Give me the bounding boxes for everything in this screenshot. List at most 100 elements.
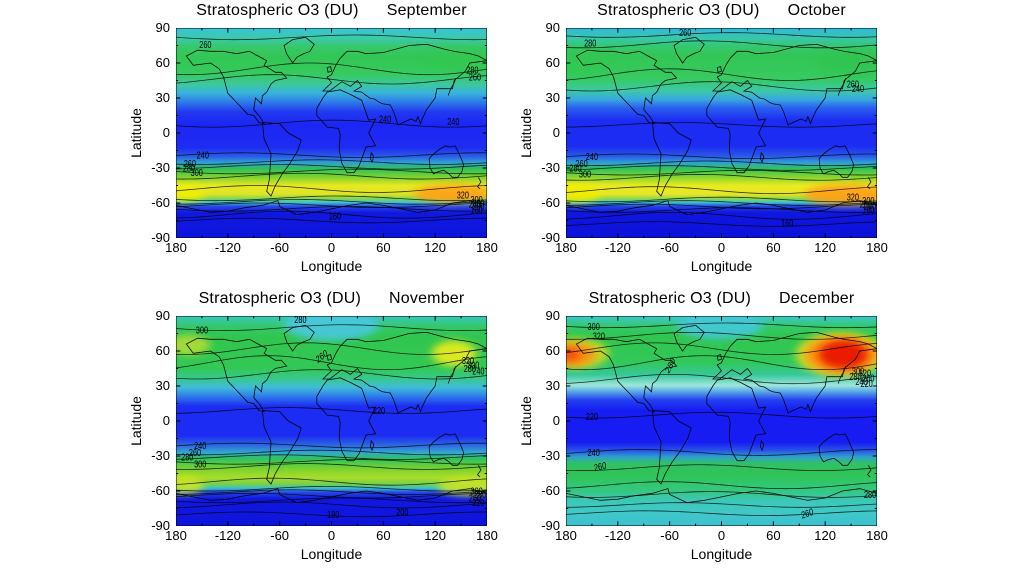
y-tick-label: -90: [151, 230, 170, 245]
svg-text:300: 300: [471, 194, 483, 205]
svg-text:300: 300: [471, 485, 483, 496]
coastlines: [176, 37, 487, 214]
svg-text:260: 260: [800, 506, 814, 521]
svg-text:180: 180: [862, 204, 874, 215]
svg-text:260: 260: [575, 158, 587, 169]
svg-text:240: 240: [194, 440, 206, 451]
y-tick-label: -30: [541, 448, 560, 463]
y-tick-label: 30: [545, 90, 560, 105]
svg-text:240: 240: [197, 150, 209, 161]
x-tick-label: 120: [424, 528, 446, 543]
svg-text:320: 320: [847, 192, 859, 203]
x-tick-label: 180: [555, 240, 577, 255]
svg-text:280: 280: [584, 38, 596, 49]
svg-text:220: 220: [861, 378, 873, 389]
svg-text:300: 300: [194, 459, 206, 470]
x-tick-label: 0: [717, 240, 726, 255]
svg-text:260: 260: [184, 158, 196, 169]
y-tick-label: 0: [162, 125, 170, 140]
y-tick-label: 30: [155, 90, 170, 105]
panel-title-text: Stratospheric O3 (DU): [198, 290, 362, 307]
svg-text:160: 160: [781, 217, 793, 228]
svg-text:320: 320: [593, 330, 605, 341]
y-tick-label: 90: [545, 20, 560, 35]
x-tick-label: -120: [214, 240, 241, 255]
x-tick-label: 180: [165, 240, 187, 255]
panel-title-text: Stratospheric O3 (DU): [597, 2, 760, 19]
x-tick-label: 60: [766, 528, 781, 543]
y-tick-label: 60: [545, 55, 560, 70]
y-tick-label: 60: [155, 343, 170, 358]
svg-text:280: 280: [569, 162, 581, 173]
svg-text:240: 240: [447, 116, 459, 127]
svg-text:260: 260: [860, 199, 872, 210]
x-tick-label: 120: [424, 240, 446, 255]
svg-text:260: 260: [862, 372, 874, 383]
x-axis-label: Longitude: [300, 546, 363, 562]
x-tick-label: 180: [476, 528, 498, 543]
coastlines: [566, 325, 877, 502]
svg-text:300: 300: [196, 324, 208, 335]
svg-text:260: 260: [199, 39, 211, 50]
svg-text:220: 220: [373, 405, 385, 416]
ozone-maxima-blobs: [566, 47, 877, 206]
y-tick-label: -90: [541, 518, 560, 533]
x-axis-label: Longitude: [690, 546, 753, 562]
y-tick-label: 90: [545, 308, 560, 323]
x-tick-label: 180: [165, 528, 187, 543]
svg-text:220: 220: [586, 411, 598, 422]
x-tick-label: 0: [717, 528, 726, 543]
x-axis-label: Longitude: [300, 258, 363, 274]
y-tick-label: -30: [151, 160, 170, 175]
svg-text:240: 240: [588, 447, 600, 458]
contour-lines: [176, 325, 487, 517]
svg-text:320: 320: [462, 355, 474, 366]
ozone-maxima-blobs: [176, 47, 487, 203]
svg-text:300: 300: [467, 359, 479, 370]
coastlines: [176, 325, 487, 502]
panel-month-label: October: [787, 2, 846, 19]
svg-text:320: 320: [859, 368, 871, 379]
svg-text:160: 160: [329, 210, 341, 221]
svg-text:280: 280: [466, 64, 478, 75]
svg-text:240: 240: [379, 113, 391, 124]
x-tick-label: -60: [660, 240, 680, 255]
svg-text:280: 280: [849, 371, 861, 382]
contour-lines: [566, 33, 877, 227]
svg-text:280: 280: [464, 363, 476, 374]
svg-text:260: 260: [469, 71, 481, 82]
panel-november: Stratospheric O3 (DU) November Latitude 3…: [128, 290, 498, 562]
panel-title: Stratospheric O3 (DU) November: [199, 290, 465, 308]
svg-text:280: 280: [183, 162, 195, 173]
x-tick-label: 60: [376, 240, 391, 255]
svg-text:240: 240: [855, 376, 867, 387]
x-tick-label: -120: [214, 528, 241, 543]
x-tick-label: 180: [866, 528, 888, 543]
panel-month-label: December: [779, 290, 855, 307]
x-tick-label: -120: [604, 528, 631, 543]
svg-text:260: 260: [679, 28, 691, 38]
y-tick-label: 90: [155, 308, 170, 323]
x-tick-label: 180: [476, 240, 498, 255]
y-tick-label: 90: [155, 20, 170, 35]
svg-text:240: 240: [864, 201, 876, 212]
x-tick-label: 120: [814, 240, 836, 255]
svg-text:280: 280: [472, 197, 484, 208]
x-tick-label: 60: [766, 240, 781, 255]
svg-text:300: 300: [588, 321, 600, 332]
panel-title-text: Stratospheric O3 (DU): [196, 2, 359, 19]
y-tick-label: -60: [151, 483, 170, 498]
svg-text:280: 280: [181, 452, 193, 463]
svg-text:240: 240: [469, 199, 481, 210]
x-tick-label: -60: [270, 240, 290, 255]
x-tick-label: 0: [327, 240, 336, 255]
x-tick-label: 120: [814, 528, 836, 543]
panel-title: Stratospheric O3 (DU) September: [196, 2, 467, 20]
